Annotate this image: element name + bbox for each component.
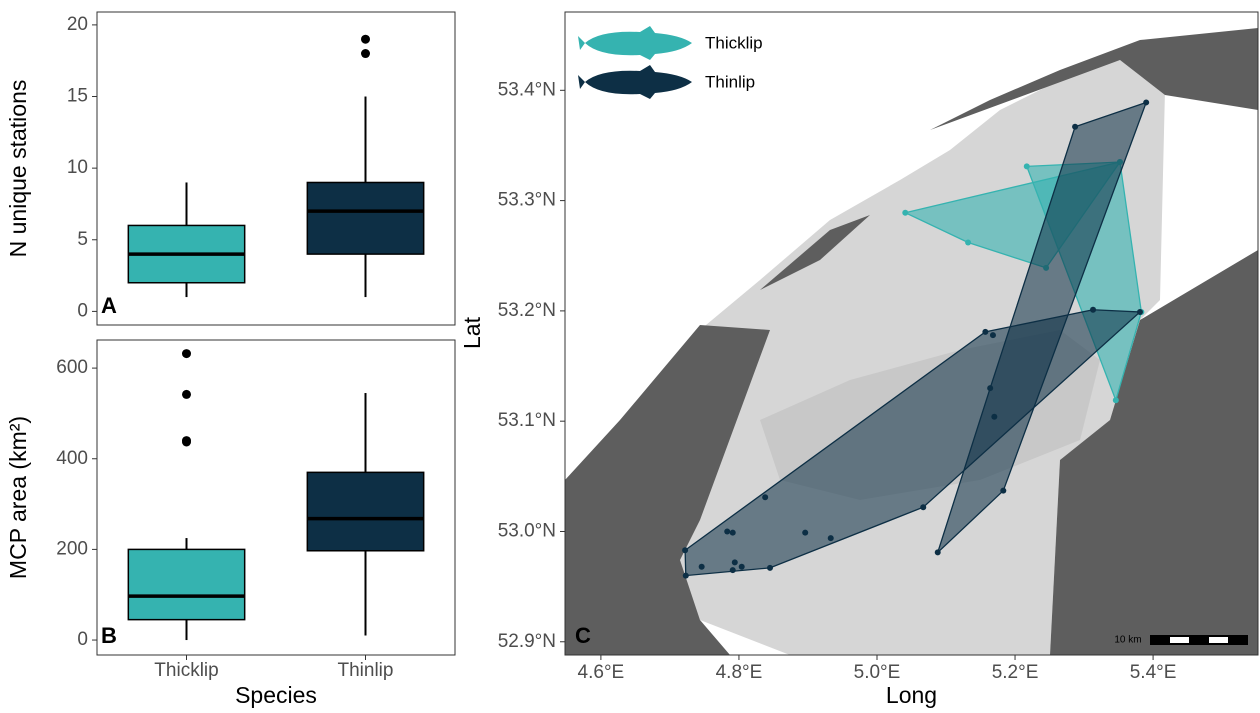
y-tick-label: 52.9°N: [498, 631, 556, 652]
y-tick-label: 53.1°N: [498, 410, 556, 431]
x-tick-label: Thinlip: [338, 660, 394, 681]
station-point: [902, 210, 908, 216]
station-point: [990, 332, 996, 338]
station-point: [724, 528, 730, 534]
y-tick-label: 600: [56, 357, 88, 378]
y-tick-label: 53.2°N: [498, 300, 556, 321]
y-tick-label: 15: [67, 86, 88, 107]
x-tick-label: 5.4°E: [1130, 662, 1177, 683]
y-axis-title: MCP area (km²): [5, 416, 31, 579]
y-tick-label: 0: [77, 629, 88, 650]
panel-label: C: [575, 623, 591, 648]
outlier: [361, 35, 370, 44]
station-point: [1090, 307, 1096, 313]
station-point: [1143, 99, 1149, 105]
station-point: [802, 530, 808, 536]
y-tick-label: 20: [67, 14, 88, 35]
station-point: [965, 240, 971, 246]
legend-label: Thicklip: [705, 33, 763, 52]
outlier: [182, 390, 191, 399]
panel-label: B: [101, 623, 117, 648]
y-tick-label: 5: [77, 229, 88, 250]
y-axis-title: Lat: [459, 316, 485, 349]
station-point: [682, 547, 688, 553]
outlier: [182, 436, 191, 445]
box: [128, 549, 244, 619]
station-point: [1072, 124, 1078, 130]
scale-label: 10 km: [1114, 635, 1141, 646]
station-point: [1000, 488, 1006, 494]
station-point: [730, 567, 736, 573]
station-point: [1137, 309, 1143, 315]
box: [307, 472, 423, 550]
y-tick-label: 53.3°N: [498, 190, 556, 211]
panel-label: A: [101, 293, 117, 318]
x-axis-title: Species: [235, 682, 317, 708]
station-point: [1113, 397, 1119, 403]
x-tick-label: 5.0°E: [854, 662, 901, 683]
station-point: [1024, 163, 1030, 169]
station-point: [767, 565, 773, 571]
y-tick-label: 53.4°N: [498, 79, 556, 100]
map-background: [565, 12, 1258, 655]
station-point: [935, 549, 941, 555]
x-tick-label: 4.8°E: [716, 662, 763, 683]
x-tick-label: 5.2°E: [992, 662, 1039, 683]
figure: 05101520N unique stationsA0200400600Thic…: [0, 0, 1260, 713]
station-point: [683, 573, 689, 579]
x-tick-label: 4.6°E: [578, 662, 625, 683]
box: [307, 182, 423, 254]
station-point: [739, 564, 745, 570]
station-point: [762, 494, 768, 500]
station-point: [699, 564, 705, 570]
station-point: [982, 329, 988, 335]
x-tick-label: Thicklip: [154, 660, 218, 681]
y-tick-label: 0: [77, 300, 88, 321]
y-tick-label: 10: [67, 157, 88, 178]
legend-label: Thinlip: [705, 72, 755, 91]
x-axis-title: Long: [886, 682, 937, 708]
outlier: [361, 49, 370, 58]
y-tick-label: 400: [56, 448, 88, 469]
y-tick-label: 200: [56, 538, 88, 559]
y-tick-label: 53.0°N: [498, 520, 556, 541]
station-point: [828, 535, 834, 541]
station-point: [920, 504, 926, 510]
station-point: [730, 530, 736, 536]
station-point: [732, 559, 738, 565]
outlier: [182, 349, 191, 358]
y-axis-title: N unique stations: [5, 80, 31, 258]
scale-bar: [1150, 635, 1248, 645]
